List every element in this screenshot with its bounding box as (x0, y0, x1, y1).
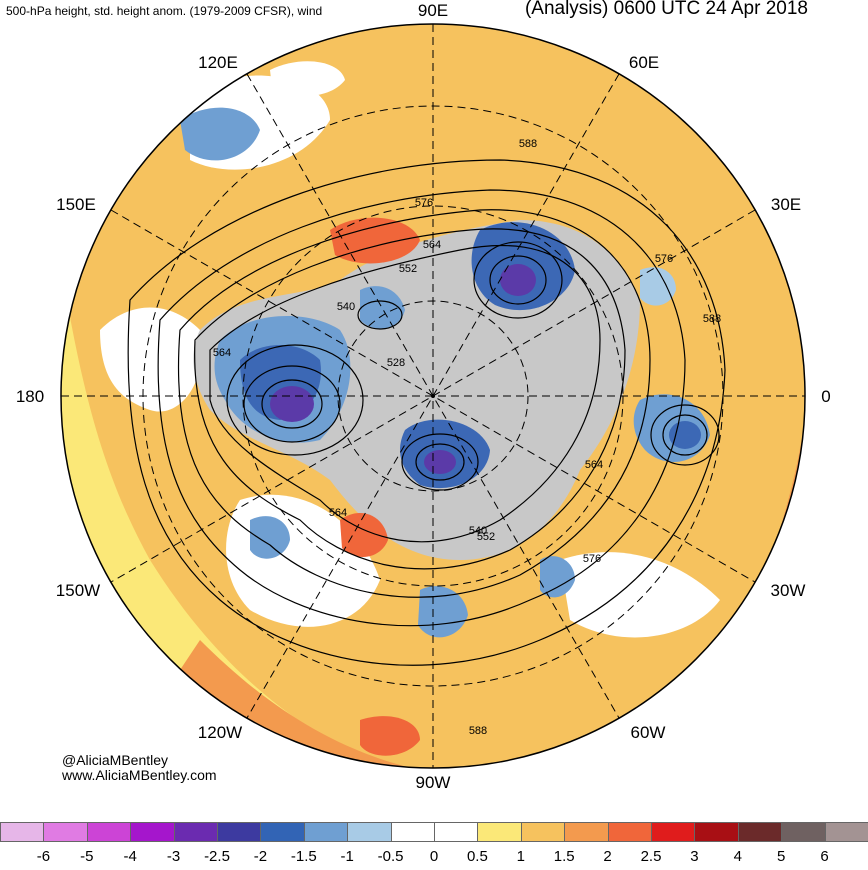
contour-label: 552 (477, 531, 495, 543)
author-website[interactable]: www.AliciaMBentley.com (62, 767, 217, 783)
colorbar-swatch (390, 822, 435, 842)
colorbar-swatch (651, 822, 696, 842)
colorbar-swatch (694, 822, 739, 842)
meridian-label: 150E (56, 195, 96, 214)
anomaly-white-1 (100, 307, 202, 412)
contour-label: 576 (415, 197, 433, 209)
anomaly-white-5 (270, 61, 345, 97)
colorbar-swatch (824, 822, 868, 842)
colorbar-tick-label: -5 (80, 848, 94, 865)
colorbar: -6 -5 -4 -3 -2.5 -2 -1.5 -1 -0.5 0 0.5 1 1.5 2 2.5 3 4 5 6 (0, 822, 868, 865)
colorbar-tick-label: 0 (429, 848, 439, 865)
contour-label: 528 (387, 357, 405, 369)
author-handle: @AliciaMBentley (62, 752, 169, 768)
meridian-label: 30E (771, 195, 801, 214)
anomaly-high-bottom (360, 716, 420, 756)
meridian-label: 120E (198, 53, 238, 72)
height-contours (127, 159, 726, 666)
map-subtitle: 500-hPa height, std. height anom. (1979-… (6, 4, 323, 18)
contour-label: 588 (469, 725, 487, 737)
colorbar-tick-label: -2 (253, 848, 268, 865)
colorbar-swatch (86, 822, 132, 842)
colorbar-tick-label: 0.5 (466, 848, 488, 865)
colorbar-swatch (737, 822, 783, 842)
contour-label: 564 (585, 459, 603, 471)
colorbar-tick-label: 1 (516, 848, 525, 865)
contour-label: 564 (423, 239, 441, 251)
meridian-label: 0 (821, 387, 830, 406)
colorbar-tick-label: -2.5 (204, 848, 230, 865)
colorbar-swatch (347, 822, 392, 842)
colorbar-tick-label: 4 (733, 848, 742, 865)
colorbar-swatch (260, 822, 305, 842)
colorbar-tick-label: -4 (123, 848, 137, 865)
colorbar-swatch (607, 822, 652, 842)
colorbar-tick-label: 2.5 (640, 848, 662, 865)
contour-label: 540 (469, 525, 487, 537)
colorbar-tick-label: 1.5 (553, 848, 575, 865)
contour-label: 552 (399, 263, 417, 275)
colorbar-tick-label: 3 (690, 848, 699, 865)
anomaly-low-small-1 (360, 286, 405, 329)
colorbar-tick-label: 5 (777, 848, 786, 865)
anomaly-low-southwest (250, 516, 290, 559)
anomaly-low-west-center (270, 386, 314, 422)
meridian-label: 120W (198, 723, 242, 742)
map-title: (Analysis) 0600 UTC 24 Apr 2018 (524, 0, 808, 19)
colorbar-swatch (173, 822, 218, 842)
colorbar-tick-label: -1.5 (290, 848, 317, 865)
meridian-label: 30W (771, 581, 806, 600)
anomaly-low-northwest (180, 107, 260, 161)
contour-label: 564 (329, 507, 347, 519)
meridian-label: 90W (416, 773, 451, 792)
colorbar-swatch (434, 822, 479, 842)
anomaly-low-center-core (424, 450, 456, 474)
meridian-label: 60E (629, 53, 659, 72)
colorbar-tick-label: -0.5 (377, 848, 404, 865)
colorbar-swatch (520, 822, 566, 842)
anomaly-low-southeast (540, 556, 575, 598)
anomaly-low-north-center (500, 264, 536, 296)
meridian-label: 90E (418, 1, 448, 20)
colorbar-tick-label: -6 (36, 848, 51, 865)
colorbar-tick-label: 6 (820, 848, 829, 865)
meridian-label: 180 (16, 387, 44, 406)
contour-label: 564 (213, 347, 231, 359)
contour-label: 576 (655, 253, 673, 265)
colorbar-tick-label: -1 (340, 848, 354, 865)
colorbar-swatch (564, 822, 609, 842)
colorbar-swatch (303, 822, 349, 842)
colorbar-tick-label: -3 (166, 848, 181, 865)
colorbar-swatch (477, 822, 522, 842)
meridian-label: 150W (56, 581, 100, 600)
colorbar-swatch (781, 822, 826, 842)
colorbar-tick-label: 2 (603, 848, 612, 865)
contour-label: 540 (337, 301, 355, 313)
anomaly-low-east-core (669, 421, 701, 449)
contour-label: 576 (583, 553, 601, 565)
anomaly-low-northeast (640, 267, 676, 306)
pole-point (431, 394, 435, 398)
contour-label: 588 (703, 313, 721, 325)
colorbar-swatch (0, 822, 45, 842)
colorbar-swatch (43, 822, 88, 842)
meridian-label: 60W (631, 723, 666, 742)
anomaly-orange-south (160, 640, 420, 768)
colorbar-swatch (217, 822, 262, 842)
anomaly-white-4 (560, 552, 720, 638)
contour-label: 588 (519, 138, 537, 150)
colorbar-swatch (130, 822, 175, 842)
